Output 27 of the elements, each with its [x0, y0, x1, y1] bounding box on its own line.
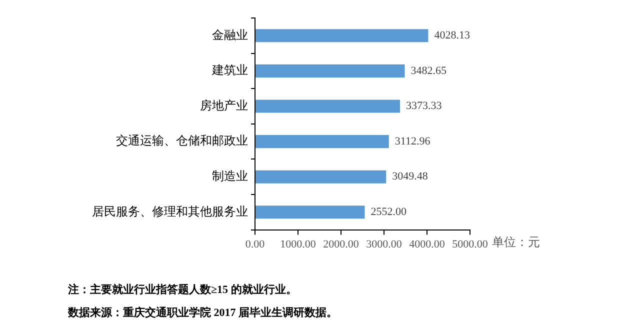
source-note: 数据来源：重庆交通职业学院 2017 届毕业生调研数据。: [67, 306, 338, 319]
data-label: 3373.33: [406, 100, 442, 112]
y-tick-label: 建筑业: [211, 63, 248, 78]
x-tick-label: 0.00: [245, 238, 266, 250]
bar: [256, 29, 428, 42]
bar: [256, 170, 386, 184]
x-tick-label: 3000.00: [366, 238, 402, 250]
y-tick-label: 金融业: [212, 28, 248, 42]
bar: [256, 100, 400, 113]
y-tick-label: 居民服务、修理和其他服务业: [92, 204, 248, 218]
data-label: 3112.96: [394, 135, 431, 148]
data-label: 2552.00: [370, 206, 407, 218]
x-tick-label: 5000.00: [452, 238, 488, 250]
y-tick-label: 交通运输、仓储和邮政业: [116, 134, 248, 148]
x-tick-label: 4000.00: [409, 238, 446, 250]
bar: [256, 206, 365, 219]
y-tick-label: 制造业: [212, 169, 248, 184]
text: 注：主要就业行业指答题人数≥15 的就业行业。: [67, 282, 297, 296]
data-label: 4028.13: [434, 30, 470, 42]
x-tick-label: 1000.00: [280, 238, 316, 250]
x-tick-label: 2000.00: [323, 238, 360, 250]
x-axis-title: 单位：元: [492, 234, 540, 249]
bar: [256, 135, 389, 148]
data-label: 3049.48: [392, 170, 428, 183]
y-tick-label: 房地产业: [200, 98, 248, 112]
bar: [256, 64, 405, 78]
data-label: 3482.65: [410, 64, 448, 77]
